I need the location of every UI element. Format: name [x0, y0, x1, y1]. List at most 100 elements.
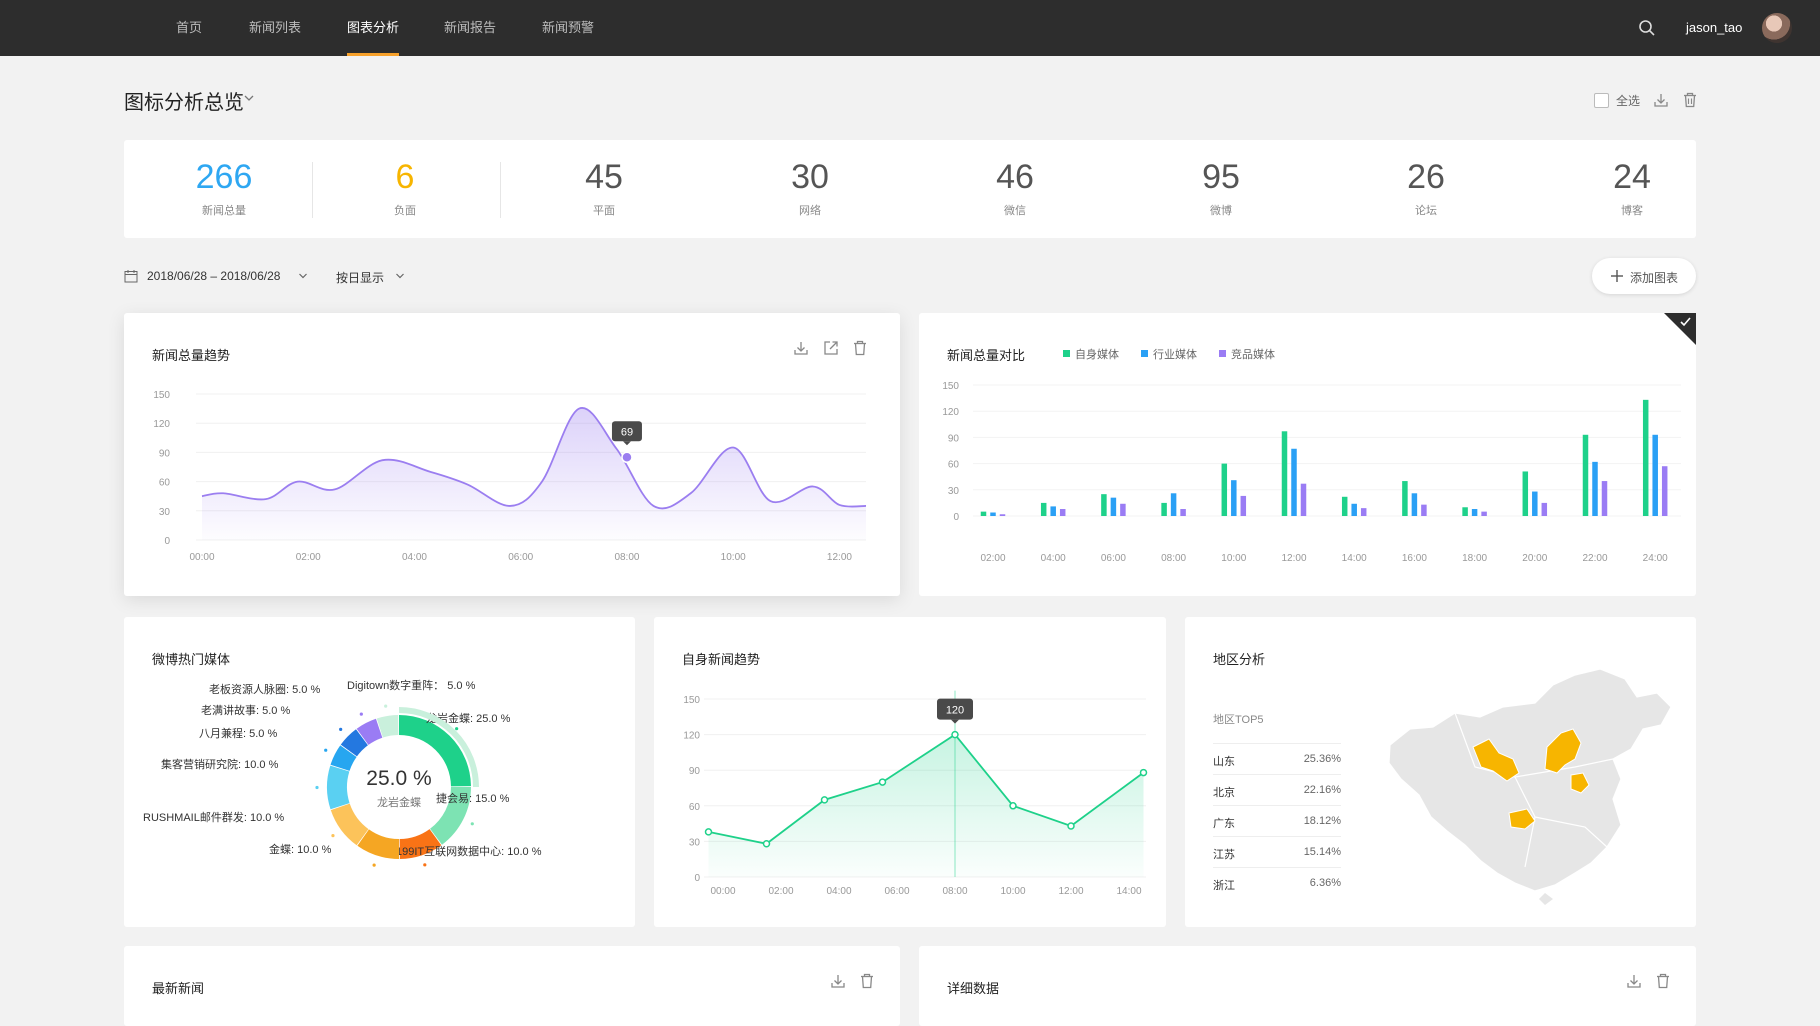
download-icon[interactable]	[1625, 972, 1643, 990]
bar	[1522, 471, 1529, 516]
donut-slice	[430, 787, 471, 845]
stat-weibo[interactable]: 95 微博	[1121, 140, 1321, 218]
map-country	[1388, 668, 1672, 892]
nav-news-alert[interactable]: 新闻预警	[542, 20, 595, 35]
x-tick-label: 14:00	[1116, 886, 1141, 897]
stat-print[interactable]: 45 平面	[504, 140, 704, 218]
region-row[interactable]: 广东 18.12%	[1213, 805, 1341, 836]
slice-label: 老板资源人脉圈: 5.0 %	[209, 682, 320, 696]
download-icon[interactable]	[792, 339, 810, 357]
y-tick-label: 150	[683, 695, 700, 706]
area-fill	[708, 734, 1144, 877]
download-icon[interactable]	[1652, 91, 1670, 109]
region-subtitle: 地区TOP5	[1213, 714, 1264, 726]
bar	[1170, 493, 1177, 516]
slice-marker	[331, 833, 335, 838]
stat-negative[interactable]: 6 负面	[305, 140, 505, 218]
region-row[interactable]: 浙江 6.36%	[1213, 867, 1341, 898]
card-title: 新闻总量对比	[947, 348, 1026, 363]
username[interactable]: jason_tao	[1686, 20, 1743, 35]
region-row[interactable]: 山东 25.36%	[1213, 743, 1341, 774]
slice-highlight-ring	[398, 707, 479, 788]
bar	[1240, 495, 1247, 516]
donut-center-value: 25.0 %	[366, 767, 431, 790]
stat-wechat[interactable]: 46 微信	[915, 140, 1115, 218]
slice-label: 金蝶: 10.0 %	[269, 842, 332, 856]
self-trend-chart[interactable]: 0 30 60 90 120 150 00:00 02:00 04:00 06:00 08:00 10…	[654, 617, 1166, 927]
card-title: 自身新闻趋势	[682, 652, 761, 667]
stat-blog[interactable]: 24 博客	[1532, 140, 1732, 218]
bar	[980, 511, 987, 516]
stat-total-news[interactable]: 266 新闻总量	[124, 140, 324, 218]
bar	[1582, 434, 1589, 516]
bar	[1040, 502, 1047, 516]
china-map[interactable]	[1385, 667, 1675, 907]
y-tick-label: 0	[694, 873, 700, 884]
select-all-checkbox[interactable]	[1594, 93, 1609, 108]
chevron-down-icon[interactable]	[298, 271, 308, 281]
y-tick-label: 30	[948, 486, 960, 497]
legend-competitor-media[interactable]: 竞品媒体	[1219, 346, 1275, 362]
page-title: 图标分析总览	[124, 92, 244, 114]
stat-web[interactable]: 30 网络	[710, 140, 910, 218]
nav-news-list[interactable]: 新闻列表	[249, 20, 302, 35]
news-trend-chart[interactable]: 0 30 60 90 120 150 00:00 02:00 04:00 06:00 08:00 10…	[124, 313, 900, 596]
x-tick-label: 02:00	[296, 552, 321, 563]
x-tick-label: 08:00	[942, 886, 967, 897]
calendar-icon[interactable]	[124, 269, 138, 283]
legend-industry-media[interactable]: 行业媒体	[1141, 346, 1197, 362]
donut-slice	[327, 765, 350, 810]
chevron-down-icon[interactable]	[242, 91, 256, 105]
nav-chart-analysis[interactable]: 图表分析	[347, 0, 400, 56]
region-row[interactable]: 江苏 15.14%	[1213, 836, 1341, 867]
date-range-picker[interactable]: 2018/06/28 – 2018/06/28	[147, 269, 281, 283]
x-tick-label: 00:00	[710, 886, 735, 897]
series-line	[201, 407, 867, 510]
trash-icon[interactable]	[1681, 91, 1699, 109]
stat-label: 微博	[1210, 205, 1232, 217]
trash-icon[interactable]	[858, 972, 876, 990]
x-tick-label: 06:00	[884, 886, 909, 897]
x-tick-label: 22:00	[1582, 553, 1607, 564]
x-tick-label: 12:00	[827, 552, 852, 563]
nav-home[interactable]: 首页	[176, 20, 203, 35]
x-tick-label: 12:00	[1058, 886, 1083, 897]
bar	[1411, 493, 1418, 516]
region-row[interactable]: 北京 22.16%	[1213, 774, 1341, 805]
bar	[999, 514, 1006, 516]
stat-value: 26	[1407, 158, 1445, 196]
y-tick-label: 120	[942, 407, 959, 418]
x-tick-label: 18:00	[1462, 553, 1487, 564]
trash-icon[interactable]	[851, 339, 869, 357]
bar	[1291, 448, 1297, 516]
legend-self-media[interactable]: 自身媒体	[1063, 346, 1119, 362]
download-icon[interactable]	[829, 972, 847, 990]
add-chart-button[interactable]: 添加图表	[1592, 258, 1696, 294]
slice-marker	[359, 712, 363, 716]
avatar[interactable]	[1762, 13, 1792, 43]
region-name: 山东	[1213, 756, 1235, 768]
x-tick-label: 24:00	[1643, 553, 1668, 564]
share-icon[interactable]	[822, 339, 840, 357]
stat-forum[interactable]: 26 论坛	[1326, 140, 1526, 218]
nav-news-report[interactable]: 新闻报告	[444, 20, 497, 35]
selected-check-corner[interactable]	[1664, 313, 1696, 345]
y-tick-label: 150	[153, 390, 170, 401]
divider	[312, 162, 313, 218]
card-title: 新闻总量趋势	[152, 348, 231, 363]
search-icon[interactable]	[1638, 19, 1656, 37]
chevron-down-icon[interactable]	[395, 271, 405, 281]
slice-label: RUSHMAIL邮件群发: 10.0 %	[143, 810, 284, 824]
slice-label: 八月兼程: 5.0 %	[199, 727, 277, 740]
x-tick-label: 12:00	[1281, 553, 1306, 564]
weibo-media-donut-chart[interactable]: 龙岩金蝶: 25.0 % 捷会易: 15.0 % 199IT互联网数据中心: 10.…	[124, 617, 635, 927]
legend-swatch	[1141, 350, 1148, 357]
news-compare-chart[interactable]: 0 30 60 90 120 150 02:00 04:00 06:00 08:00 10:00 12…	[919, 313, 1696, 596]
bar	[1402, 481, 1408, 516]
trash-icon[interactable]	[1654, 972, 1672, 990]
stat-label: 微信	[1004, 205, 1026, 217]
slice-label: 龙岩金蝶: 25.0 %	[426, 711, 511, 725]
display-mode-select[interactable]: 按日显示	[336, 271, 385, 285]
bar	[1341, 496, 1348, 516]
tooltip-label: 69	[621, 426, 633, 438]
